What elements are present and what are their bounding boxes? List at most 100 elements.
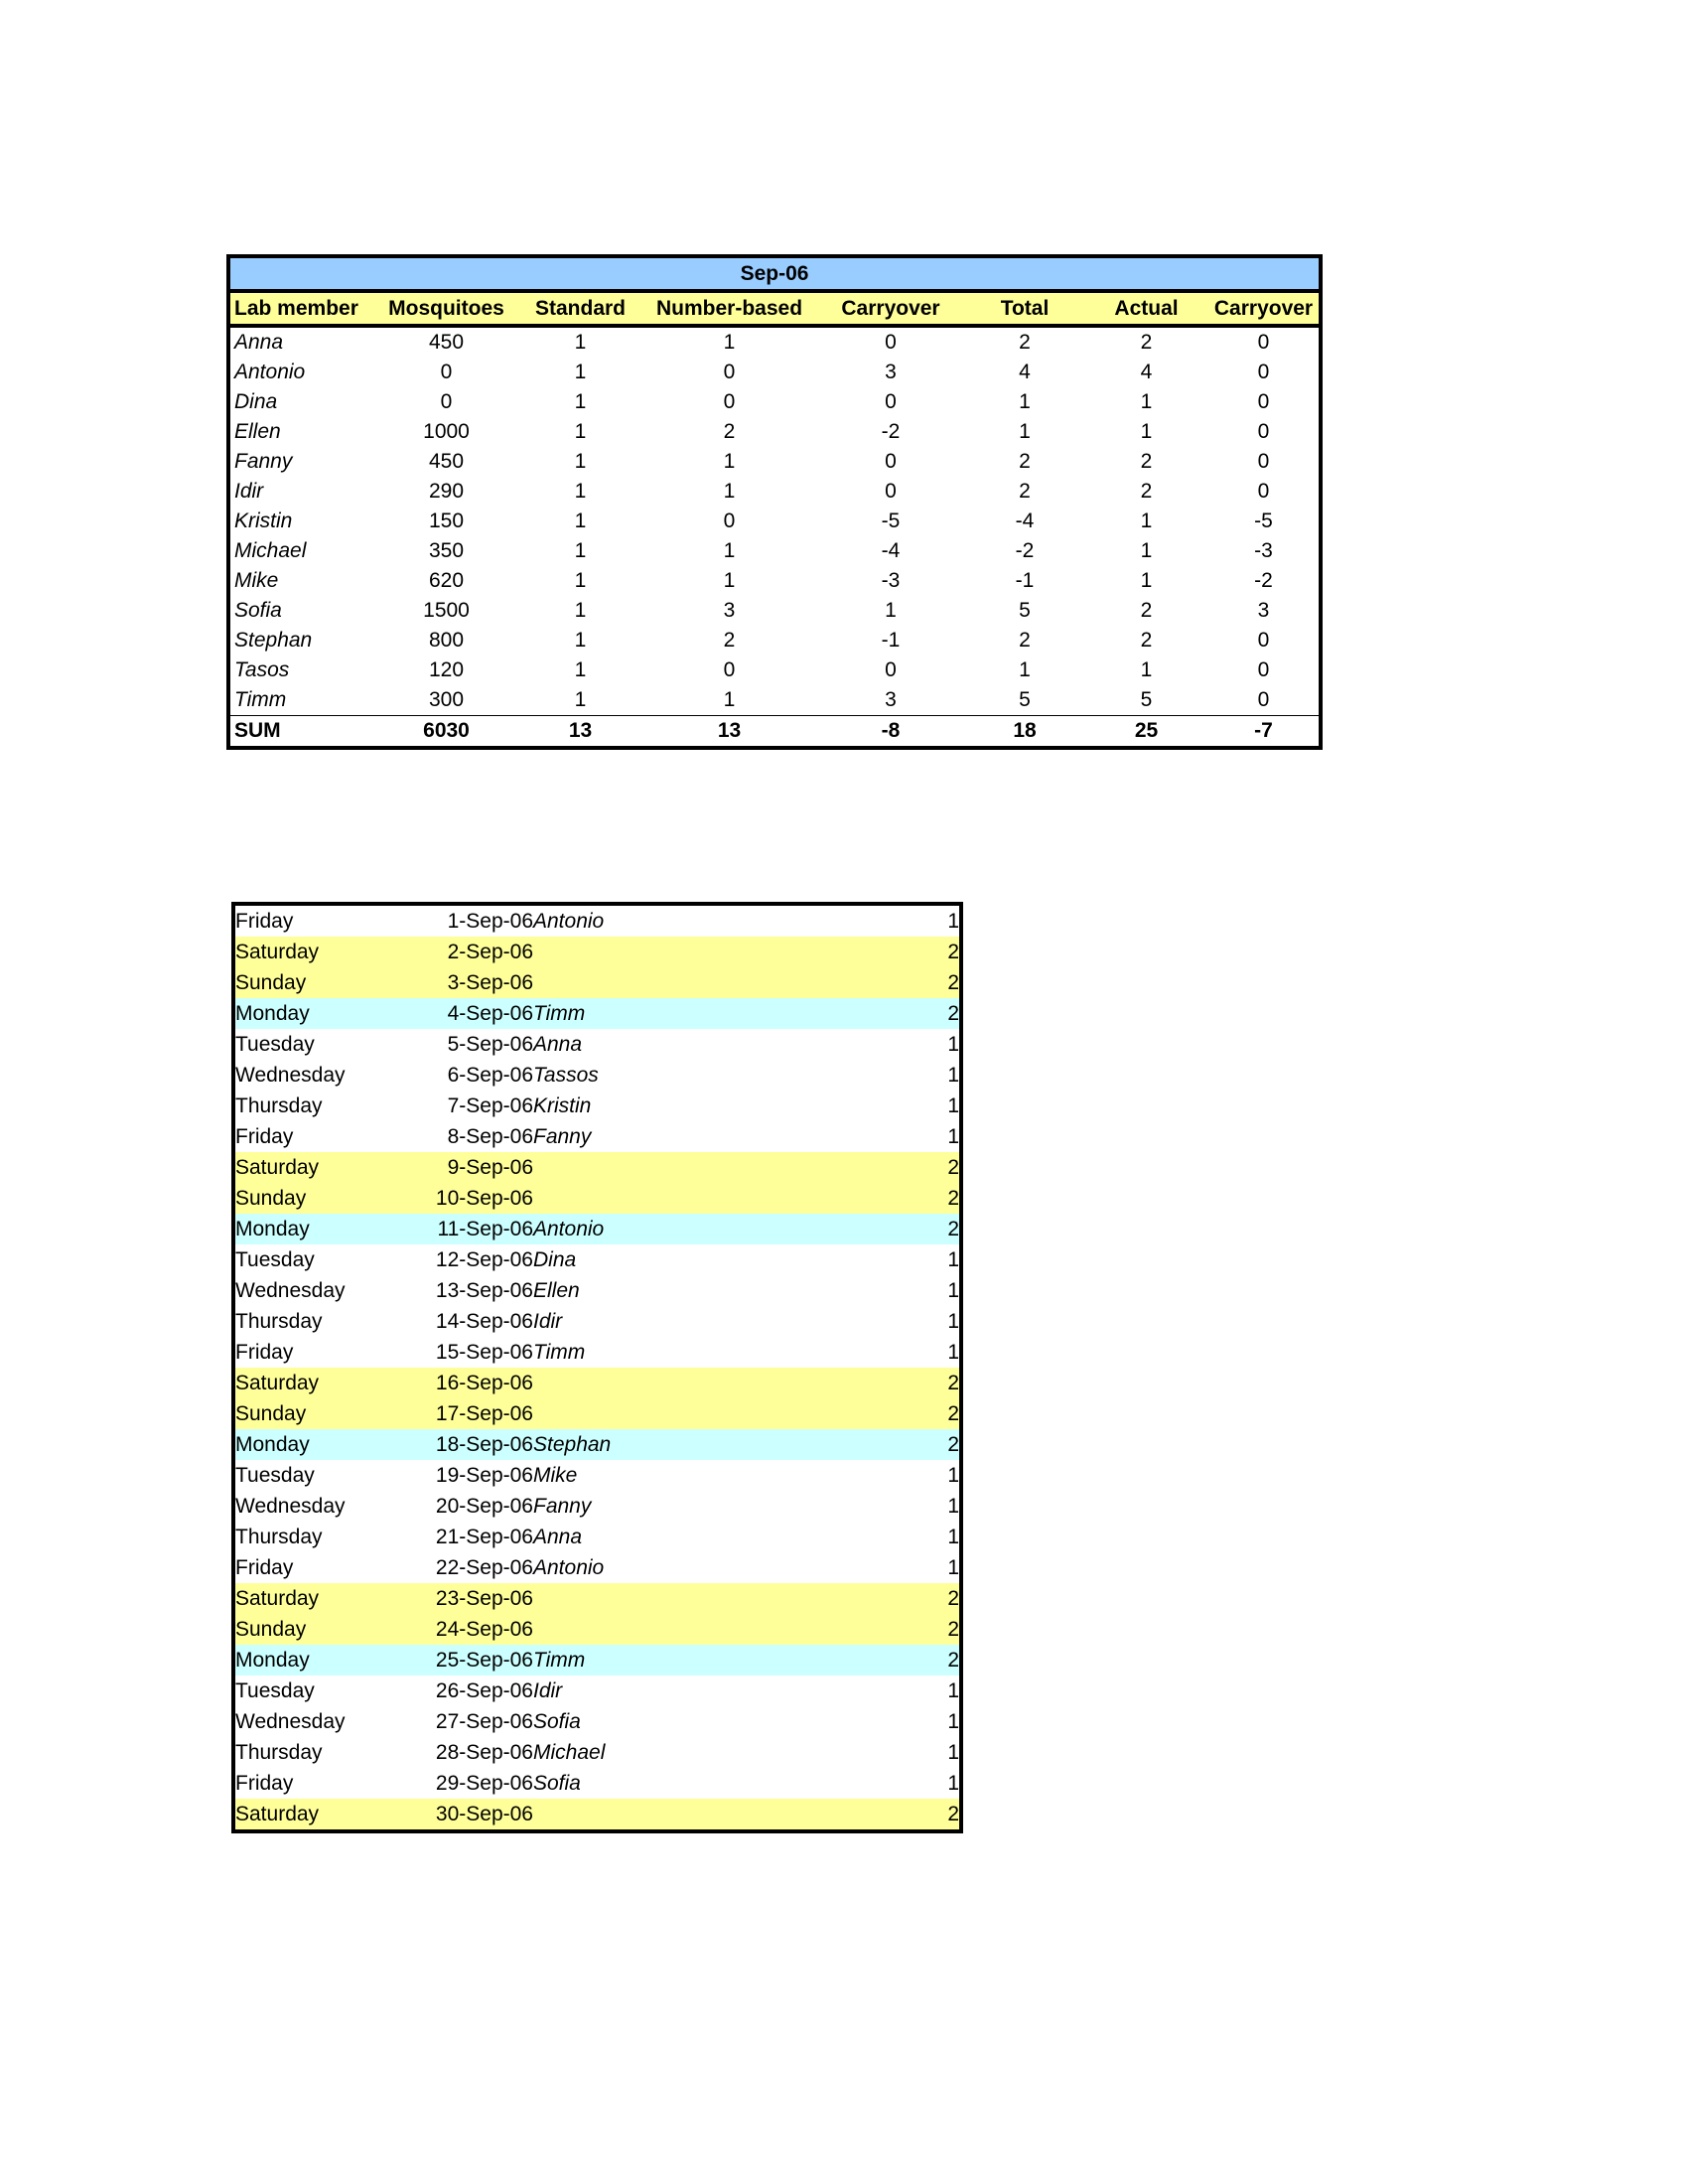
calendar-row: Sunday 10-Sep-06 2	[235, 1183, 959, 1214]
cell-total: -1	[1015, 569, 1035, 592]
calendar-row: Monday 11-Sep-06 Antonio 2	[235, 1214, 959, 1244]
calendar-row: Sunday 3-Sep-06 2	[235, 967, 959, 998]
table-row: Mike 620 1 1 -3 -1 1 -2	[230, 566, 1319, 596]
cell-total: -2	[1015, 539, 1035, 562]
calendar-row: Tuesday 12-Sep-06 Dina 1	[235, 1244, 959, 1275]
cell-count: 1	[831, 1275, 959, 1306]
cell-carryover-out: -5	[1254, 510, 1273, 532]
cell-carryover-out: 0	[1257, 658, 1270, 681]
calendar-row: Saturday 2-Sep-06 2	[235, 937, 959, 967]
cell-actual: 4	[1140, 361, 1153, 383]
cell-date: 16-Sep-06	[394, 1368, 533, 1398]
cell-lab-member: Michael	[234, 539, 307, 562]
summary-total-row: SUM 6030 13 13 -8 18 25 -7	[230, 715, 1319, 746]
cell-carryover-out: 0	[1257, 420, 1270, 443]
cell-weekday: Monday	[235, 1214, 394, 1244]
column-header-actual: Actual	[1084, 291, 1208, 328]
cell-weekday: Tuesday	[235, 1029, 394, 1060]
cell-count: 1	[831, 1121, 959, 1152]
cell-date: 26-Sep-06	[394, 1675, 533, 1706]
cell-standard: 1	[574, 510, 587, 532]
cell-person: Kristin	[533, 1091, 831, 1121]
cell-date: 5-Sep-06	[394, 1029, 533, 1060]
cell-actual: 5	[1140, 688, 1153, 711]
total-cell-mosquitoes: 6030	[374, 715, 518, 746]
cell-date: 14-Sep-06	[394, 1306, 533, 1337]
cell-person: Dina	[533, 1244, 831, 1275]
cell-count: 2	[831, 1645, 959, 1675]
cell-carryover-in: 1	[885, 599, 897, 622]
table-row: Tasos 120 1 0 0 1 1 0	[230, 655, 1319, 685]
cell-weekday: Saturday	[235, 1799, 394, 1829]
cell-weekday: Thursday	[235, 1306, 394, 1337]
cell-weekday: Wednesday	[235, 1491, 394, 1522]
cell-person: Timm	[533, 1645, 831, 1675]
table-row: Kristin 150 1 0 -5 -4 1 -5	[230, 507, 1319, 536]
cell-actual: 2	[1140, 480, 1153, 503]
cell-weekday: Saturday	[235, 1583, 394, 1614]
cell-person	[533, 967, 831, 998]
summary-title: Sep-06	[230, 258, 1319, 293]
cell-count: 1	[831, 1306, 959, 1337]
cell-actual: 2	[1140, 599, 1153, 622]
cell-count: 1	[831, 1060, 959, 1091]
table-row: Ellen 1000 1 2 -2 1 1 0	[230, 417, 1319, 447]
cell-person: Antonio	[533, 1552, 831, 1583]
cell-person: Anna	[533, 1029, 831, 1060]
cell-actual: 1	[1140, 510, 1153, 532]
cell-total: 2	[1019, 331, 1031, 354]
calendar-row: Friday 1-Sep-06 Antonio 1	[235, 906, 959, 937]
calendar-row: Wednesday 20-Sep-06 Fanny 1	[235, 1491, 959, 1522]
cell-count: 2	[831, 967, 959, 998]
calendar-row: Thursday 7-Sep-06 Kristin 1	[235, 1091, 959, 1121]
cell-standard: 1	[574, 420, 587, 443]
cell-date: 10-Sep-06	[394, 1183, 533, 1214]
cell-weekday: Tuesday	[235, 1675, 394, 1706]
cell-standard: 1	[574, 629, 587, 652]
column-header-carryover-out: Carryover	[1208, 291, 1319, 328]
total-cell-total: 18	[965, 715, 1084, 746]
cell-total: 4	[1019, 361, 1031, 383]
cell-date: 19-Sep-06	[394, 1460, 533, 1491]
summary-spreadsheet: Sep-06 Lab member Mosquitoes Standard Nu…	[230, 258, 1319, 746]
cell-person	[533, 937, 831, 967]
cell-carryover-in: -1	[881, 629, 901, 652]
cell-weekday: Wednesday	[235, 1060, 394, 1091]
table-row: Dina 0 1 0 0 1 1 0	[230, 387, 1319, 417]
cell-count: 1	[831, 1244, 959, 1275]
cell-number-based: 1	[723, 688, 736, 711]
column-header-standard: Standard	[518, 291, 642, 328]
cell-carryover-out: -2	[1254, 569, 1273, 592]
cell-carryover-out: 0	[1257, 629, 1270, 652]
cell-weekday: Tuesday	[235, 1244, 394, 1275]
cell-date: 23-Sep-06	[394, 1583, 533, 1614]
total-cell-carryover-in: -8	[816, 715, 965, 746]
cell-person	[533, 1583, 831, 1614]
cell-person	[533, 1368, 831, 1398]
cell-weekday: Wednesday	[235, 1275, 394, 1306]
cell-actual: 2	[1140, 450, 1153, 473]
calendar-row: Tuesday 5-Sep-06 Anna 1	[235, 1029, 959, 1060]
cell-carryover-in: 0	[885, 390, 897, 413]
calendar-row: Saturday 16-Sep-06 2	[235, 1368, 959, 1398]
calendar-row: Monday 25-Sep-06 Timm 2	[235, 1645, 959, 1675]
cell-mosquitoes: 120	[428, 658, 465, 681]
cell-weekday: Monday	[235, 998, 394, 1029]
table-row: Fanny 450 1 1 0 2 2 0	[230, 447, 1319, 477]
total-cell-standard: 13	[518, 715, 642, 746]
cell-lab-member: Ellen	[234, 420, 281, 443]
summary-table: Sep-06 Lab member Mosquitoes Standard Nu…	[226, 254, 1323, 750]
cell-weekday: Monday	[235, 1645, 394, 1675]
cell-count: 2	[831, 1799, 959, 1829]
cell-count: 1	[831, 906, 959, 937]
cell-count: 1	[831, 1675, 959, 1706]
cell-weekday: Thursday	[235, 1737, 394, 1768]
cell-person: Tassos	[533, 1060, 831, 1091]
cell-date: 28-Sep-06	[394, 1737, 533, 1768]
cell-lab-member: Sofia	[234, 599, 282, 622]
cell-count: 1	[831, 1460, 959, 1491]
calendar-row: Saturday 9-Sep-06 2	[235, 1152, 959, 1183]
table-row: Timm 300 1 1 3 5 5 0	[230, 685, 1319, 716]
calendar-table: Friday 1-Sep-06 Antonio 1 Saturday 2-Sep-06 2 S…	[231, 902, 963, 1833]
cell-person: Antonio	[533, 906, 831, 937]
